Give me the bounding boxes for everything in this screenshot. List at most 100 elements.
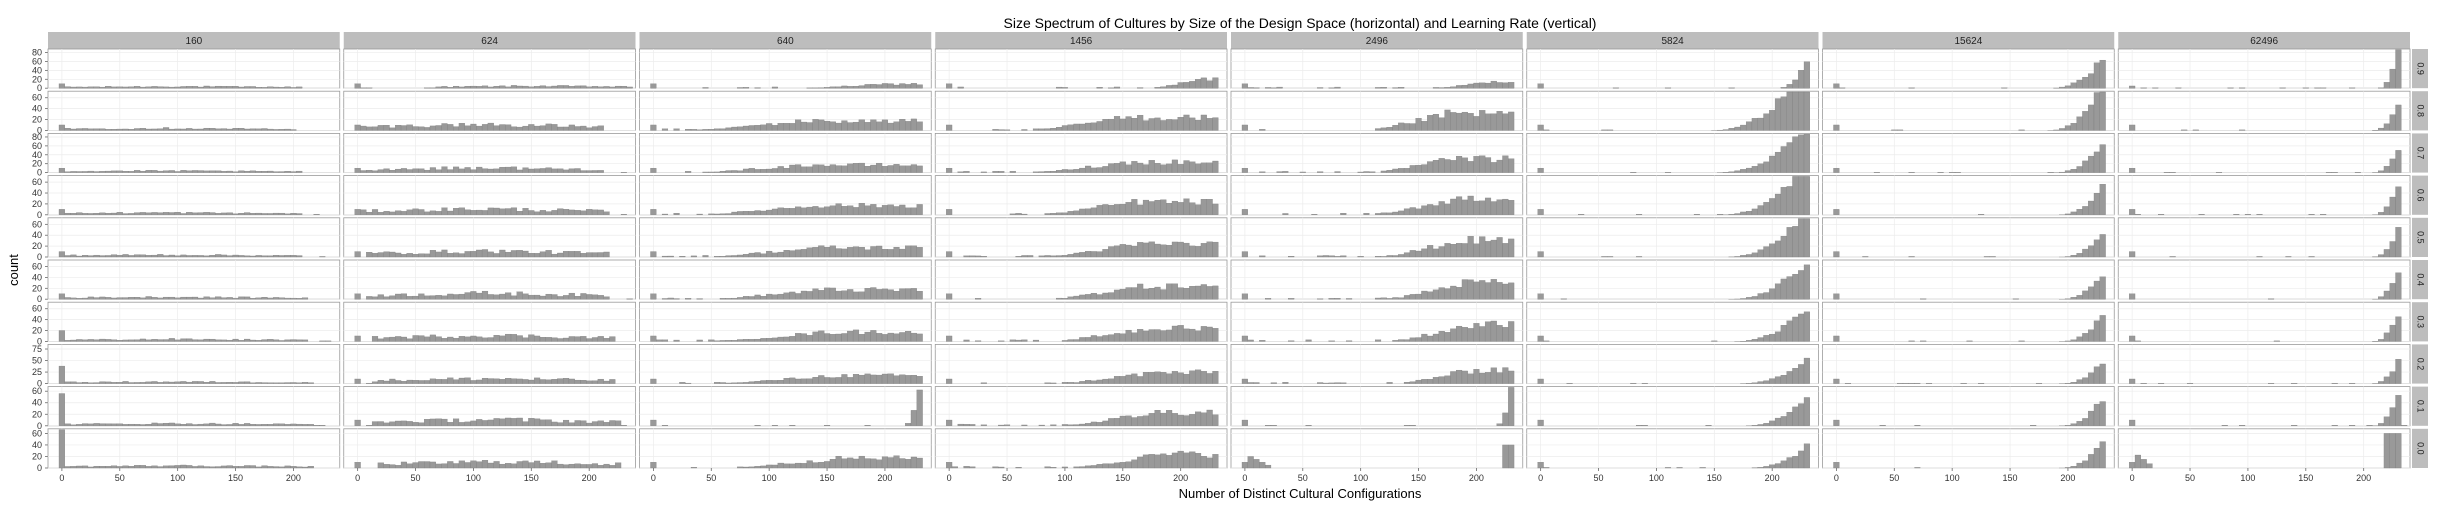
histogram-bar [946, 209, 952, 214]
histogram-bar [888, 290, 894, 300]
histogram-bar [778, 252, 784, 257]
histogram-bar [981, 256, 987, 257]
histogram-bar [766, 465, 772, 468]
histogram-bar [2390, 372, 2396, 384]
histogram-bar [430, 211, 436, 215]
histogram-bar [2147, 464, 2153, 468]
histogram-bar [778, 123, 784, 130]
histogram-bar [1538, 294, 1544, 299]
histogram-bar [204, 297, 210, 299]
histogram-bar [2071, 212, 2077, 215]
histogram-bar [899, 332, 905, 341]
histogram-bar [123, 381, 129, 383]
histogram-bar [621, 86, 627, 88]
histogram-bar [2094, 281, 2100, 299]
histogram-bar [1416, 294, 1422, 299]
histogram-bar [917, 458, 923, 468]
histogram-bar [1213, 242, 1219, 257]
histogram-bar [1787, 371, 1793, 383]
histogram-bar [2384, 166, 2390, 172]
facet-panel [344, 344, 636, 383]
histogram-bar [865, 459, 871, 468]
histogram-bar [175, 424, 181, 426]
histogram-bar [285, 214, 291, 215]
histogram-bar [517, 127, 523, 130]
histogram-bar [1340, 213, 1346, 215]
histogram-bar [366, 296, 372, 299]
histogram-bar [1056, 256, 1062, 257]
histogram-bar [830, 378, 836, 384]
histogram-bar [1439, 118, 1445, 131]
histogram-bar [1022, 214, 1028, 215]
histogram-bar [1085, 209, 1091, 215]
histogram-bar [2077, 253, 2083, 257]
histogram-bar [1439, 331, 1445, 341]
histogram-bar [152, 381, 158, 383]
histogram-bar [2094, 448, 2100, 468]
histogram-bar [1137, 88, 1143, 89]
histogram-bar [1004, 425, 1010, 426]
histogram-bar [911, 246, 917, 257]
histogram-bar [581, 336, 587, 341]
histogram-bar [523, 379, 529, 383]
histogram-bar [204, 212, 210, 215]
histogram-bar [279, 213, 285, 215]
histogram-bar [447, 461, 453, 468]
histogram-bar [1166, 119, 1172, 130]
x-tick-label: 50 [1889, 473, 1899, 483]
histogram-bar [650, 168, 656, 172]
histogram-bar [1137, 242, 1143, 257]
histogram-bar [1155, 410, 1161, 426]
histogram-bar [1920, 341, 1926, 342]
histogram-bar [2059, 87, 2065, 88]
histogram-bar [586, 294, 592, 299]
facet-panel [48, 387, 340, 426]
histogram-bar [2071, 466, 2077, 468]
histogram-bar [1781, 416, 1787, 425]
histogram-bar [1915, 425, 1921, 426]
histogram-bar [2320, 214, 2326, 215]
histogram-bar [847, 86, 853, 88]
histogram-bar [407, 253, 413, 257]
histogram-bar [88, 129, 94, 131]
histogram-bar [604, 338, 610, 341]
histogram-bar [100, 256, 106, 257]
histogram-bar [1410, 207, 1416, 214]
histogram-bar [1462, 243, 1468, 257]
histogram-bar [204, 128, 210, 130]
histogram-bar [813, 119, 819, 130]
histogram-bar [836, 334, 842, 341]
histogram-bar [743, 211, 749, 215]
histogram-bar [1114, 418, 1120, 426]
histogram-bar [749, 296, 755, 299]
histogram-bar [2077, 80, 2083, 88]
histogram-bar [65, 466, 71, 468]
facet-panel [2118, 176, 2410, 215]
histogram-bar [2390, 159, 2396, 173]
histogram-bar [1502, 114, 1508, 131]
histogram-bar [592, 170, 598, 172]
histogram-bar [674, 340, 680, 341]
histogram-bar [534, 86, 540, 88]
histogram-bar [2390, 408, 2396, 426]
histogram-bar [964, 171, 970, 172]
histogram-bar [766, 251, 772, 257]
histogram-bar [227, 340, 233, 341]
histogram-bar [1833, 168, 1839, 172]
histogram-bar [442, 464, 448, 468]
histogram-bar [575, 251, 581, 257]
histogram-bar [2135, 455, 2141, 468]
histogram-bar [256, 340, 262, 341]
histogram-bar [534, 461, 540, 468]
histogram-bar [476, 167, 482, 173]
histogram-bar [1149, 372, 1155, 383]
histogram-bar [737, 297, 743, 299]
histogram-bar [465, 422, 471, 426]
histogram-bar [59, 331, 65, 342]
histogram-bar [1016, 340, 1022, 341]
histogram-bar [2077, 337, 2083, 342]
histogram-bar [1079, 424, 1085, 426]
histogram-bar [1758, 118, 1764, 130]
histogram-bar [899, 205, 905, 215]
